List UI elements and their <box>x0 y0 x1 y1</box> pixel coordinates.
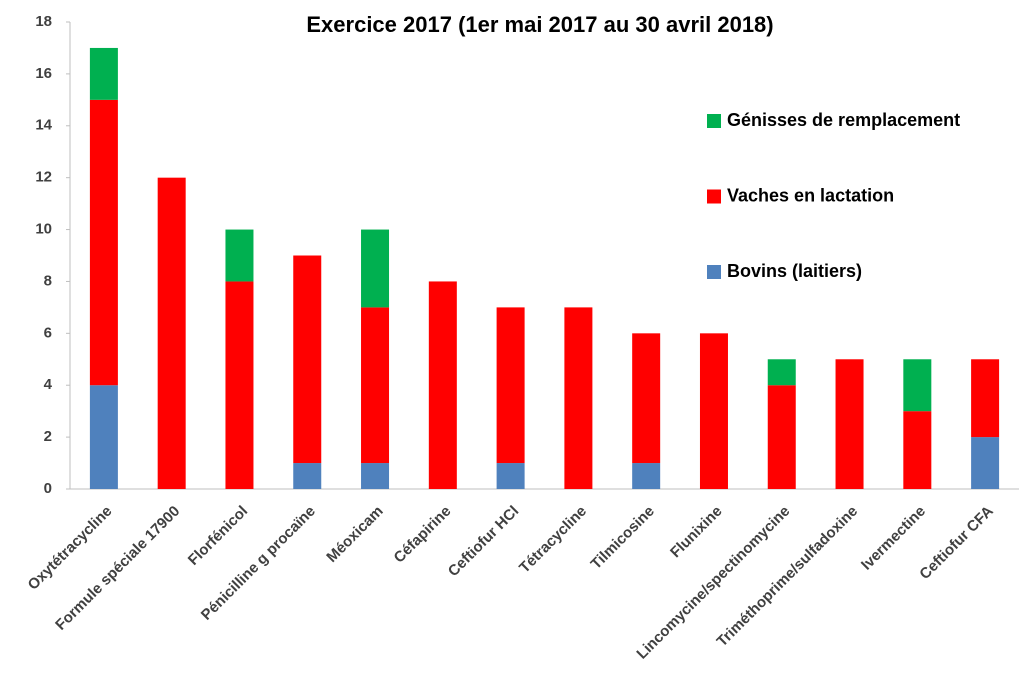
legend-swatch <box>707 189 721 204</box>
bar-segment <box>971 359 1000 438</box>
bar-segment <box>89 99 118 386</box>
chart-title: Exercice 2017 (1er mai 2017 au 30 avril … <box>306 12 773 37</box>
x-tick-label: Formule spéciale 17900 <box>52 503 183 634</box>
x-tick-label: Ceftiofur HCl <box>445 503 522 580</box>
bar-segment <box>903 411 932 489</box>
bar-segment <box>496 307 525 464</box>
y-tick-label: 0 <box>44 480 52 497</box>
legend-swatch <box>707 265 721 279</box>
bar-segment <box>632 463 661 489</box>
x-tick-label: Triméthoprime/sulfadoxine <box>714 503 862 651</box>
y-tick-label: 6 <box>44 324 52 341</box>
bar-segment <box>293 463 322 489</box>
x-tick-label: Céfapirine <box>391 503 455 567</box>
bar-segment <box>225 229 254 282</box>
bar-segment <box>564 307 593 489</box>
legend-label: Génisses de remplacement <box>727 110 960 130</box>
bar-segment <box>496 463 525 489</box>
bar-segment <box>361 463 390 489</box>
bar-segment <box>157 177 186 489</box>
bar-segment <box>89 47 118 100</box>
bar-segment <box>767 385 796 489</box>
x-tick-label: Tilmicosine <box>588 503 658 573</box>
bar-segment <box>903 359 932 412</box>
y-tick-label: 4 <box>44 376 53 393</box>
y-tick-label: 16 <box>35 65 52 82</box>
bar-segment <box>428 281 457 489</box>
y-tick-label: 14 <box>35 117 52 134</box>
x-tick-label: Tétracycline <box>516 503 590 577</box>
bar-segment <box>699 333 728 489</box>
y-tick-label: 10 <box>35 221 52 238</box>
bar-segment <box>361 307 390 464</box>
legend-label: Bovins (laitiers) <box>727 261 862 281</box>
bar-segment <box>971 437 1000 489</box>
legend-swatch <box>707 114 721 128</box>
x-tick-label: Pénicilline g procaïne <box>198 503 319 624</box>
bar-segment <box>225 281 254 489</box>
y-tick-label: 12 <box>35 169 52 186</box>
bar-segment <box>293 255 322 464</box>
bar-segment <box>632 333 661 464</box>
x-tick-label: Ivermectine <box>858 503 929 574</box>
y-tick-label: 18 <box>35 13 52 30</box>
x-tick-label: Florfénicol <box>185 503 251 569</box>
legend-label: Vaches en lactation <box>727 185 894 205</box>
bar-segment <box>361 229 390 308</box>
bar-segment <box>89 385 118 489</box>
bar-segment <box>767 359 796 386</box>
x-tick-label: Méoxicam <box>323 503 386 566</box>
x-tick-label: Flunixine <box>667 503 726 562</box>
y-tick-label: 2 <box>44 428 52 445</box>
bar-segment <box>835 359 864 489</box>
y-tick-label: 8 <box>44 272 52 289</box>
